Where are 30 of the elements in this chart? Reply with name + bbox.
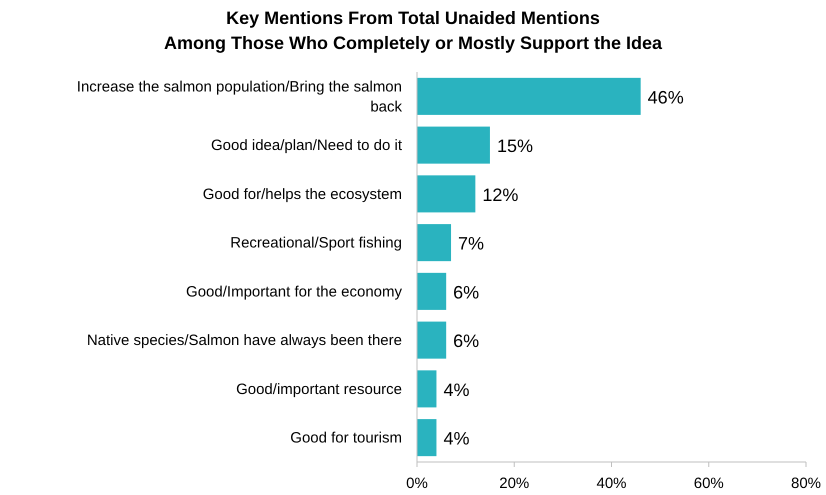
data-label: 46% [648, 87, 684, 108]
bar [417, 126, 490, 164]
data-label: 15% [496, 136, 533, 156]
data-label: 7% [458, 234, 484, 254]
x-tick-label: 60% [694, 475, 724, 492]
y-tick-label: Good/important resource [236, 380, 402, 398]
x-tick-label: 40% [596, 475, 627, 492]
data-label: 6% [453, 331, 480, 352]
x-tick-label: 80% [790, 475, 822, 492]
y-tick-label: Recreational/Sport fishing [230, 234, 402, 252]
data-label: 4% [443, 428, 470, 449]
y-tick-label: Good for tourism [290, 430, 402, 447]
bar [417, 224, 452, 262]
y-tick-label: Good/Important for the economy [186, 283, 402, 300]
y-tick-label: Native species/Salmon have always been there [86, 332, 402, 350]
bar [417, 322, 446, 359]
y-tick-label: Increase the salmon population/Bring the salmon back [76, 78, 402, 116]
bar [417, 175, 476, 212]
data-label: 4% [443, 380, 470, 400]
y-tick-label: Good for/helps the ecosystem [202, 186, 402, 203]
bar [417, 78, 641, 115]
bar [417, 272, 446, 310]
x-tick-label: 0% [406, 475, 428, 492]
data-label: 6% [453, 282, 480, 302]
y-tick-label: Good idea/plan/Need to do it [211, 137, 403, 154]
bar [417, 370, 436, 408]
chart-title: Key Mentions From Total Unaided Mentions Among Those Who Completely or Mostly Support the Idea [164, 8, 663, 53]
x-tick-label: 20% [499, 475, 530, 492]
bar [417, 419, 436, 456]
data-label: 12% [482, 184, 518, 205]
